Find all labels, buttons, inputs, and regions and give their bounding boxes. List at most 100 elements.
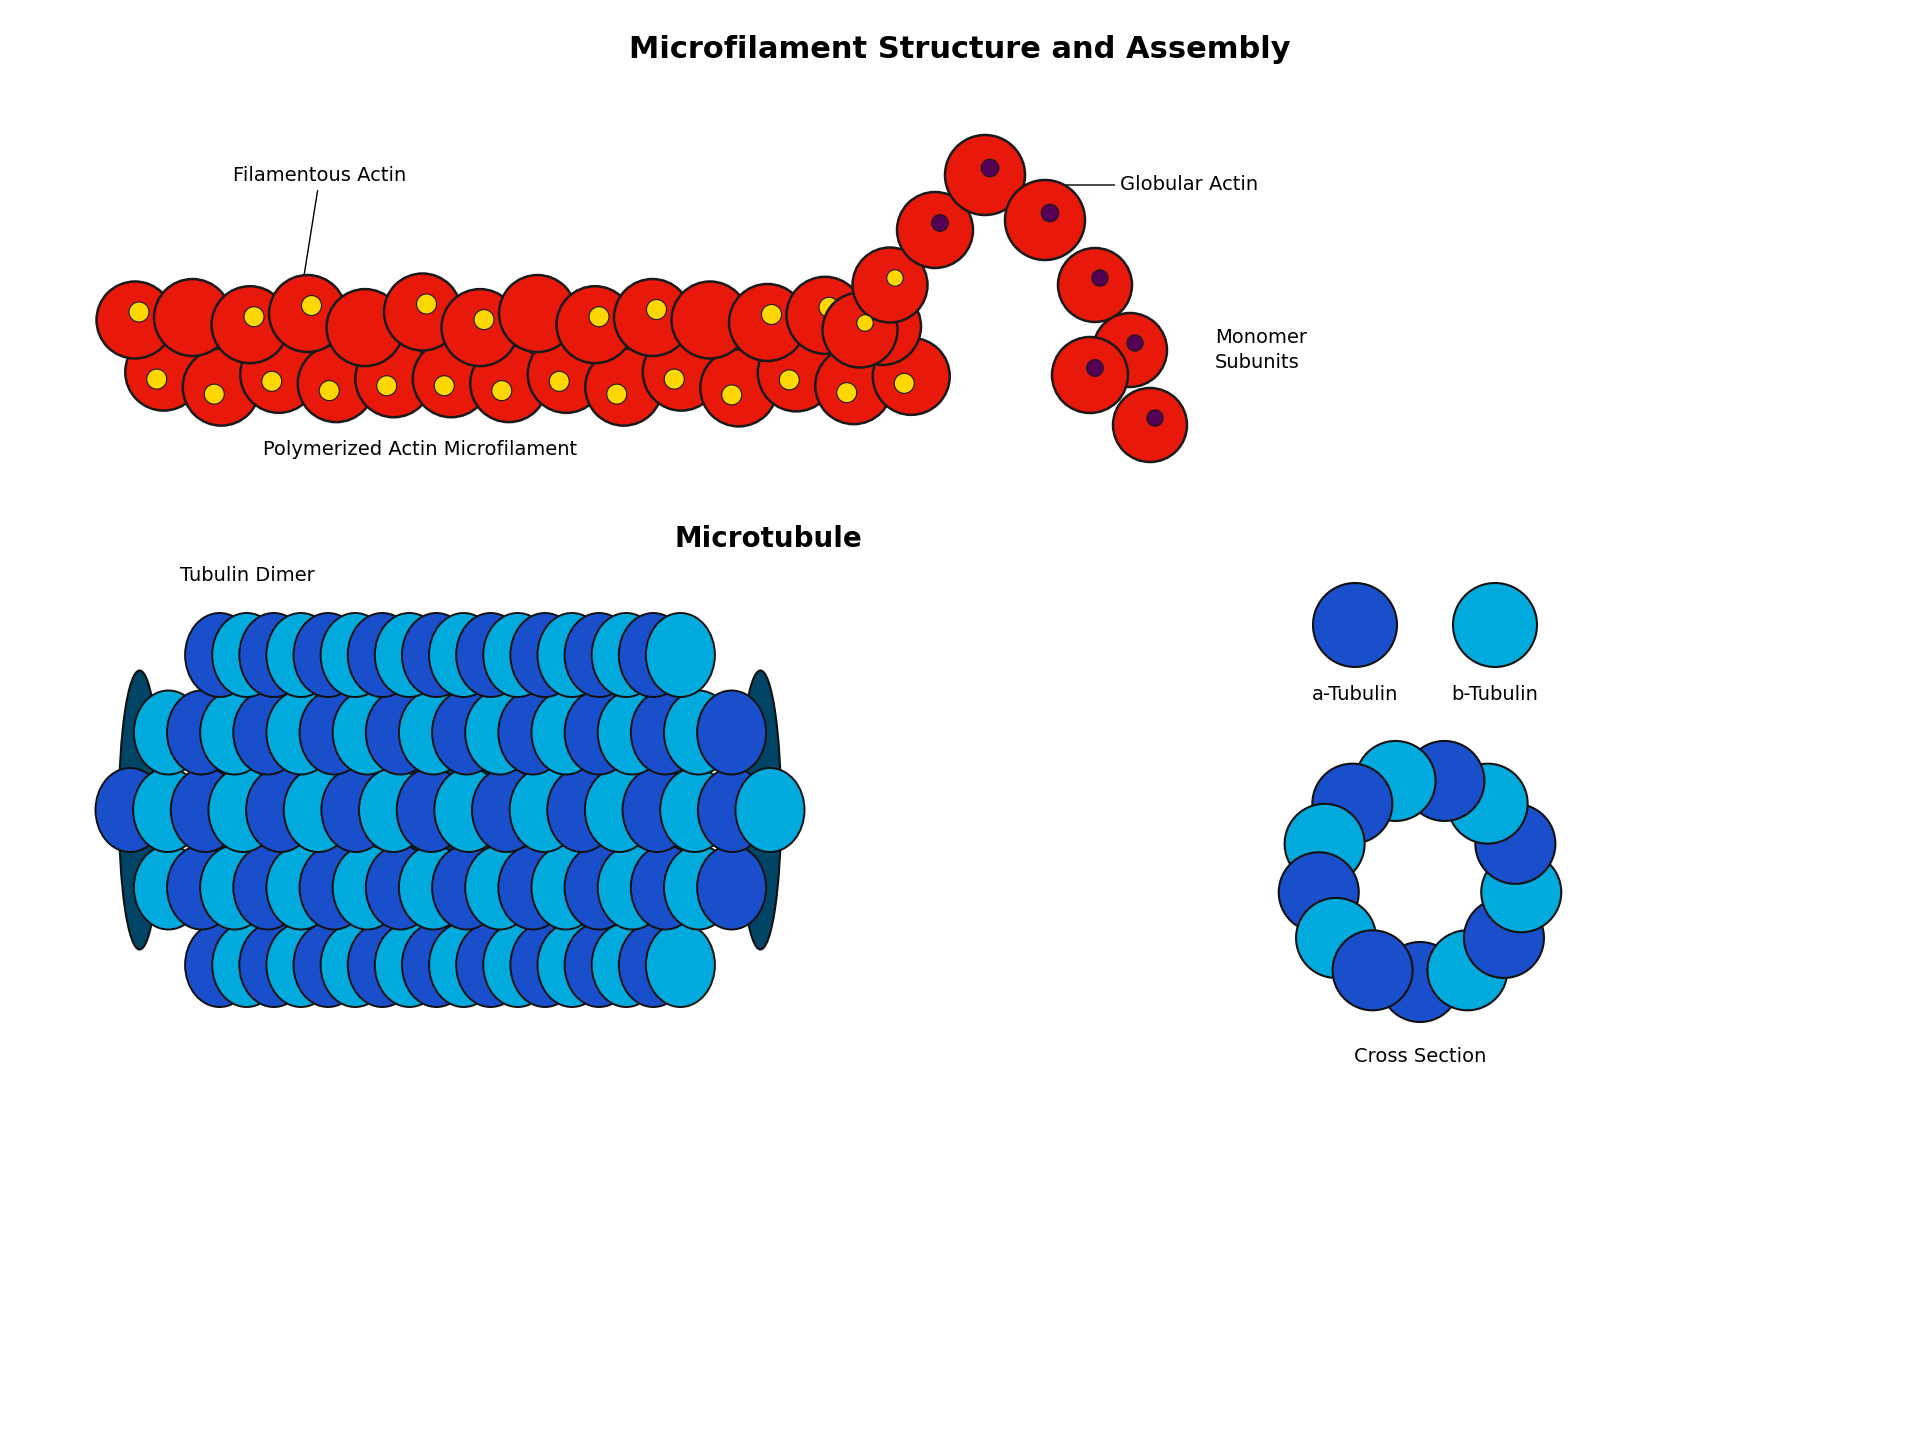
Circle shape: [1004, 180, 1085, 261]
Ellipse shape: [397, 768, 467, 852]
Ellipse shape: [267, 845, 336, 929]
Circle shape: [413, 340, 490, 418]
Circle shape: [492, 380, 513, 400]
Circle shape: [298, 346, 374, 422]
Circle shape: [845, 288, 922, 364]
Ellipse shape: [240, 923, 309, 1007]
Ellipse shape: [538, 923, 607, 1007]
Circle shape: [204, 384, 225, 405]
Circle shape: [470, 346, 547, 422]
Circle shape: [557, 287, 634, 363]
Circle shape: [701, 350, 778, 426]
Ellipse shape: [664, 691, 733, 775]
Ellipse shape: [564, 613, 634, 697]
Ellipse shape: [134, 845, 204, 929]
Circle shape: [1404, 742, 1484, 821]
Ellipse shape: [401, 923, 470, 1007]
Ellipse shape: [167, 691, 236, 775]
Ellipse shape: [294, 923, 363, 1007]
Circle shape: [895, 373, 914, 393]
Ellipse shape: [465, 691, 534, 775]
Text: Globular Actin: Globular Actin: [1008, 176, 1258, 194]
Ellipse shape: [246, 768, 315, 852]
Circle shape: [1092, 312, 1167, 387]
Circle shape: [240, 336, 317, 413]
Circle shape: [762, 304, 781, 324]
Ellipse shape: [472, 768, 541, 852]
Circle shape: [887, 269, 902, 287]
Ellipse shape: [374, 923, 444, 1007]
Ellipse shape: [622, 768, 691, 852]
Circle shape: [787, 276, 864, 354]
Ellipse shape: [374, 613, 444, 697]
Circle shape: [434, 376, 455, 396]
Ellipse shape: [697, 691, 766, 775]
Circle shape: [1356, 742, 1436, 821]
Ellipse shape: [547, 768, 616, 852]
Circle shape: [837, 383, 856, 403]
Ellipse shape: [332, 691, 401, 775]
Circle shape: [1480, 852, 1561, 932]
Circle shape: [474, 310, 493, 330]
Circle shape: [301, 295, 321, 315]
Circle shape: [664, 369, 684, 389]
Ellipse shape: [209, 768, 278, 852]
Circle shape: [154, 279, 230, 356]
Text: Polymerized Actin Microfilament: Polymerized Actin Microfilament: [263, 441, 578, 459]
Ellipse shape: [294, 613, 363, 697]
Ellipse shape: [484, 923, 553, 1007]
Circle shape: [442, 289, 518, 366]
Ellipse shape: [359, 768, 428, 852]
Ellipse shape: [697, 845, 766, 929]
Ellipse shape: [511, 613, 580, 697]
Ellipse shape: [511, 923, 580, 1007]
Ellipse shape: [132, 768, 202, 852]
Circle shape: [1380, 942, 1459, 1022]
Circle shape: [647, 300, 666, 320]
Circle shape: [730, 284, 806, 361]
Circle shape: [244, 307, 265, 327]
Ellipse shape: [564, 845, 634, 929]
Circle shape: [874, 338, 950, 415]
Circle shape: [1448, 763, 1528, 844]
Circle shape: [780, 370, 799, 390]
Ellipse shape: [321, 923, 390, 1007]
Circle shape: [758, 334, 835, 412]
Ellipse shape: [434, 768, 503, 852]
Circle shape: [1313, 583, 1398, 667]
Ellipse shape: [532, 691, 601, 775]
Ellipse shape: [484, 613, 553, 697]
Ellipse shape: [645, 923, 714, 1007]
Circle shape: [1313, 763, 1392, 844]
Ellipse shape: [300, 845, 369, 929]
Ellipse shape: [367, 691, 434, 775]
Text: Monomer
Subunits: Monomer Subunits: [1215, 328, 1308, 372]
Ellipse shape: [284, 768, 353, 852]
Ellipse shape: [457, 613, 526, 697]
Circle shape: [261, 372, 282, 392]
Ellipse shape: [348, 613, 417, 697]
Circle shape: [816, 347, 893, 425]
Circle shape: [549, 372, 568, 392]
Text: Microfilament Structure and Assembly: Microfilament Structure and Assembly: [630, 35, 1290, 63]
Circle shape: [981, 160, 998, 177]
Text: a-Tubulin: a-Tubulin: [1311, 685, 1398, 704]
Ellipse shape: [134, 691, 204, 775]
Ellipse shape: [645, 613, 714, 697]
Circle shape: [376, 376, 397, 396]
Ellipse shape: [509, 768, 578, 852]
Circle shape: [607, 384, 626, 405]
Ellipse shape: [432, 845, 501, 929]
Ellipse shape: [432, 691, 501, 775]
Circle shape: [96, 281, 173, 359]
Ellipse shape: [697, 768, 766, 852]
Ellipse shape: [200, 845, 269, 929]
Ellipse shape: [465, 845, 534, 929]
Ellipse shape: [618, 613, 687, 697]
Ellipse shape: [321, 768, 390, 852]
Circle shape: [182, 348, 259, 426]
Ellipse shape: [457, 923, 526, 1007]
Ellipse shape: [591, 923, 660, 1007]
Text: Microtubule: Microtubule: [674, 526, 862, 553]
Ellipse shape: [632, 691, 701, 775]
